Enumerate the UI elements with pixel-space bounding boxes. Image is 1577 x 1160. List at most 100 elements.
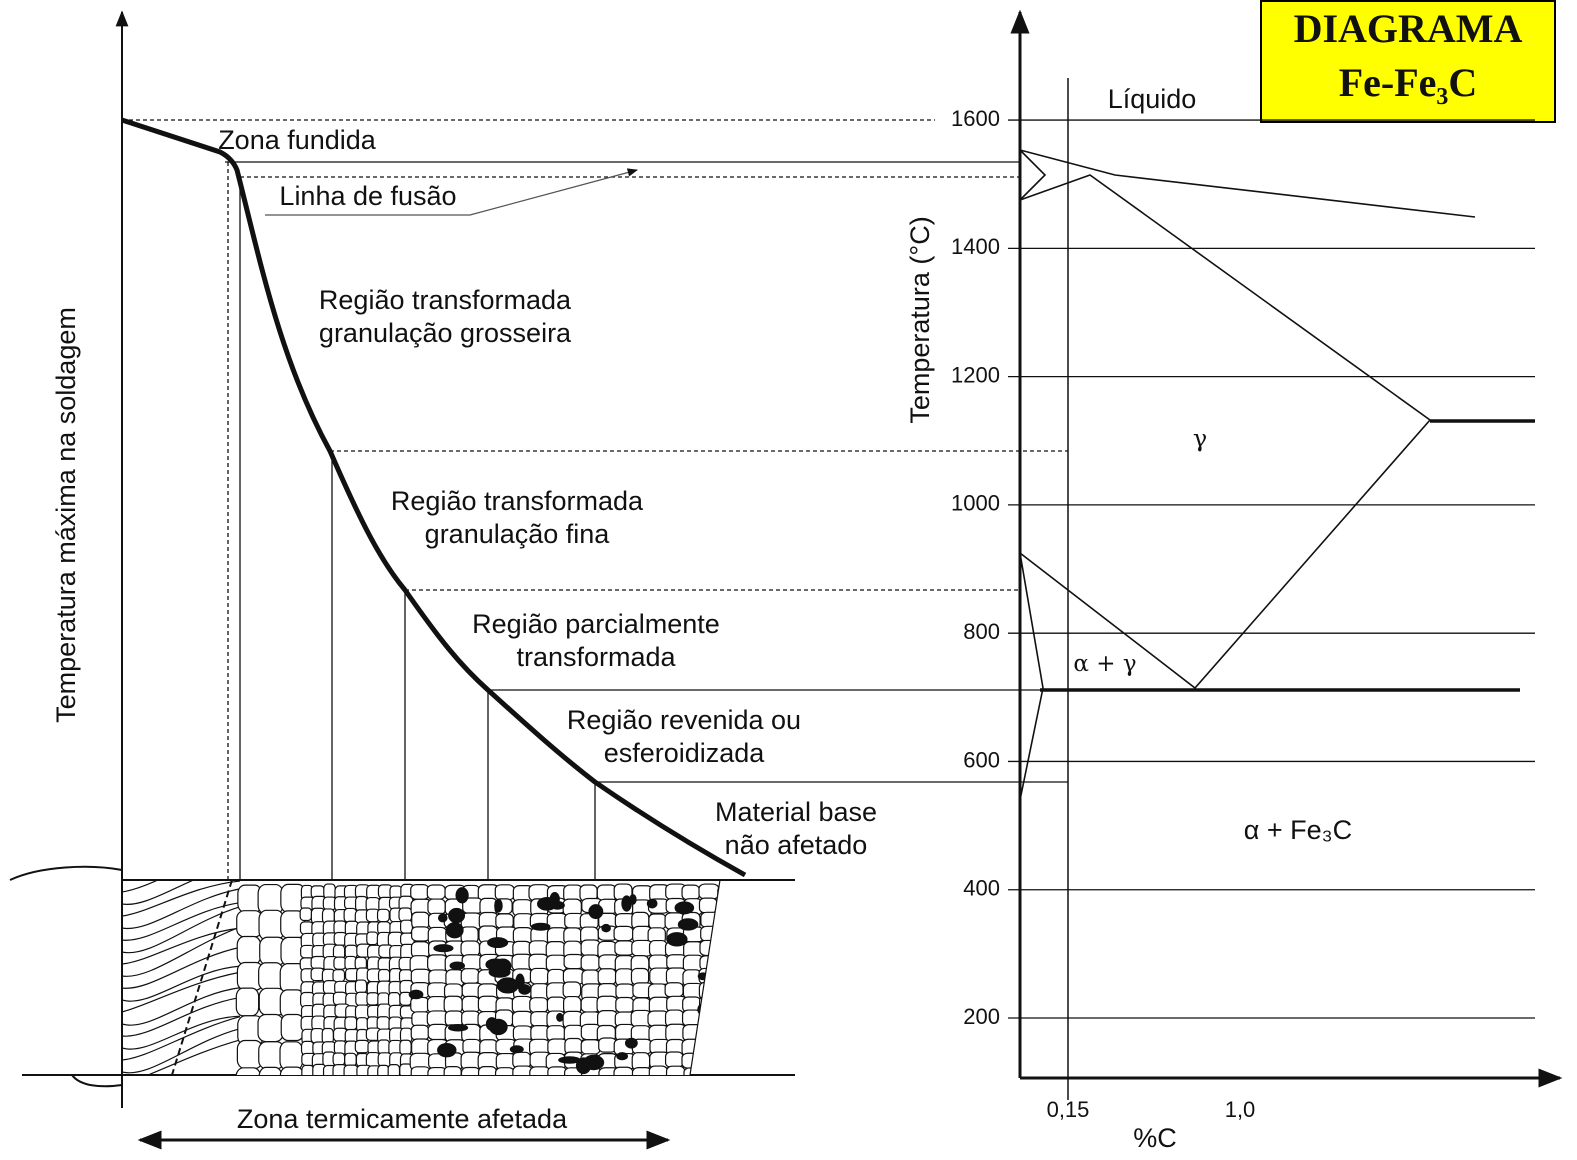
grain: [281, 1014, 303, 1040]
carbide: [486, 1018, 497, 1031]
carbide: [439, 914, 447, 922]
grain: [312, 1077, 323, 1091]
grain: [344, 1065, 358, 1079]
grain: [717, 942, 737, 959]
grain: [427, 885, 445, 899]
grain: [717, 1040, 735, 1056]
grain: [333, 1053, 344, 1065]
grain: [717, 900, 738, 917]
grain: [411, 1067, 430, 1081]
carbide: [667, 933, 687, 946]
grain: [548, 1067, 567, 1082]
zone-label: granulação grosseira: [319, 318, 572, 348]
grain: [462, 996, 479, 1012]
x-axis-label: Zona termicamente afetada: [237, 1104, 568, 1134]
grain: [649, 1066, 667, 1082]
grain: [399, 908, 412, 921]
carbide: [698, 973, 707, 980]
carbide: [495, 900, 502, 912]
grain-line: [122, 972, 240, 1012]
grain: [334, 957, 346, 969]
grain: [667, 1066, 685, 1083]
grain: [428, 899, 445, 914]
grain: [302, 1065, 314, 1081]
grain: [563, 982, 580, 998]
grain: [333, 992, 346, 1005]
grain: [388, 1065, 399, 1079]
grain: [258, 1014, 283, 1041]
grain-line: [122, 889, 240, 929]
grain: [717, 998, 737, 1013]
carbide: [434, 945, 453, 952]
grain: [463, 1039, 481, 1053]
grain: [259, 1067, 282, 1097]
grain: [236, 1068, 261, 1098]
grain: [650, 941, 667, 957]
grain: [716, 1024, 734, 1040]
carbide: [409, 990, 423, 998]
grain-line: [122, 865, 240, 905]
grain: [378, 909, 390, 921]
grain: [236, 988, 258, 1016]
carbide: [532, 923, 550, 930]
grain: [259, 910, 284, 940]
grain: [496, 914, 513, 928]
grain: [701, 912, 721, 927]
grain-line: [122, 1040, 240, 1084]
grain: [597, 885, 616, 901]
grain: [699, 1040, 718, 1056]
carbide: [450, 962, 464, 969]
grain: [444, 996, 462, 1013]
y-tick-label: 1400: [951, 234, 1000, 259]
grain: [377, 1078, 390, 1093]
grain: [547, 997, 565, 1013]
grain: [344, 1077, 359, 1091]
y-axis-label: Temperatura (°C): [905, 216, 935, 423]
grain: [366, 1076, 379, 1089]
zone-label: Região transformada: [319, 285, 572, 315]
grain: [400, 1040, 411, 1055]
grain: [717, 956, 737, 971]
grain: [461, 941, 479, 956]
carbide: [617, 1053, 628, 1060]
grain: [665, 983, 683, 997]
grain: [300, 908, 311, 920]
grain: [717, 914, 735, 931]
carbide: [675, 902, 693, 914]
header-title: DIAGRAMA: [1294, 6, 1523, 51]
grain: [445, 1011, 463, 1026]
grain: [345, 1017, 357, 1030]
grain: [717, 926, 738, 942]
region-label: α + Fe₃C: [1244, 815, 1352, 845]
zone-label: Região parcialmente: [472, 609, 720, 639]
grain: [411, 885, 429, 900]
grain-line: [122, 998, 240, 1037]
grain: [581, 955, 599, 970]
grain: [615, 941, 634, 955]
zone-label: transformada: [516, 642, 676, 672]
grain: [649, 914, 666, 929]
carbide: [630, 895, 636, 904]
grain: [378, 1065, 389, 1080]
zone-label: Região transformada: [391, 486, 644, 516]
grain: [478, 996, 498, 1012]
carbide: [519, 985, 530, 994]
grain: [333, 1078, 345, 1093]
zone-label: Região revenida ou: [567, 705, 801, 735]
grain: [411, 1025, 428, 1040]
carbide: [449, 1025, 468, 1031]
carbide: [626, 1038, 638, 1048]
grain: [412, 912, 429, 928]
grain: [401, 920, 413, 933]
grain: [334, 1041, 346, 1054]
y-axis-label: Temperatura máxima na soldagem: [51, 307, 81, 723]
carbide: [438, 1044, 456, 1057]
grain: [716, 970, 736, 987]
grain: [411, 997, 429, 1012]
carbide: [449, 909, 465, 923]
carbide: [510, 1046, 523, 1053]
region-label: α + γ: [1073, 651, 1136, 677]
grain: [718, 1011, 737, 1026]
carbide: [589, 905, 603, 919]
grain: [701, 1012, 720, 1029]
